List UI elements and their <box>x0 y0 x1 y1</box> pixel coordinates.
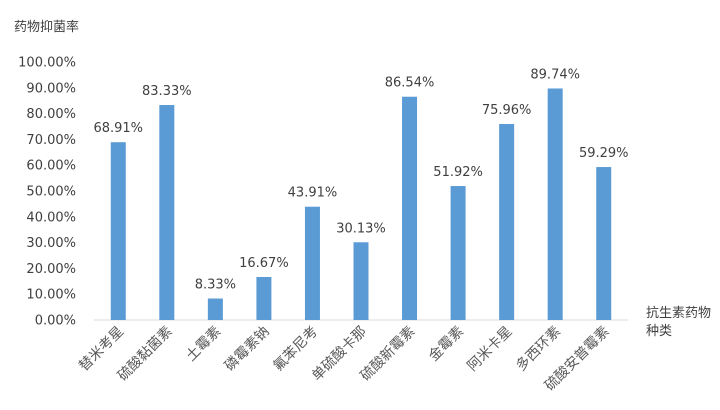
bar <box>596 167 612 320</box>
data-label: 83.33% <box>142 84 192 99</box>
bar <box>110 142 126 320</box>
data-label: 86.54% <box>385 76 435 91</box>
category-label: 多西环素 <box>512 323 564 375</box>
category-label: 金霉素 <box>426 324 467 365</box>
bar <box>256 276 272 320</box>
x-axis-title-line-2: 种类 <box>646 324 672 339</box>
data-label: 30.13% <box>336 221 386 236</box>
bar <box>353 242 369 320</box>
category-label: 磷霉素钠 <box>222 324 273 375</box>
y-tick-label: 100.00% <box>18 56 76 71</box>
y-tick-label: 0.00% <box>35 314 76 329</box>
data-label: 8.33% <box>195 278 236 293</box>
y-tick-label: 20.00% <box>26 262 76 277</box>
data-label: 89.74% <box>530 67 580 82</box>
bar <box>207 298 223 320</box>
y-tick-label: 90.00% <box>26 81 76 96</box>
y-tick-label: 30.00% <box>26 236 76 251</box>
data-label: 68.91% <box>93 121 143 136</box>
y-tick-label: 80.00% <box>26 107 76 122</box>
data-label: 59.29% <box>579 146 629 161</box>
y-tick-label: 50.00% <box>26 185 76 200</box>
x-axis-title-line-1: 抗生素药物 <box>646 306 711 321</box>
data-labels: 68.91% 83.33% 8.33%16.67% 43.91% 30.13% 86.54… <box>93 67 628 292</box>
bar <box>547 88 563 321</box>
data-label: 43.91% <box>288 186 338 201</box>
data-label: 75.96% <box>482 103 532 118</box>
y-tick-label: 60.00% <box>26 159 76 174</box>
category-label: 土霉素 <box>183 324 224 365</box>
bars <box>110 88 612 321</box>
y-tick-label: 40.00% <box>26 210 76 225</box>
data-label: 51.92% <box>433 165 483 180</box>
y-tick-label: 10.00% <box>26 288 76 303</box>
data-label: 16.67% <box>239 256 289 271</box>
category-label: 替米考星 <box>76 324 127 375</box>
y-tick-label: 70.00% <box>26 133 76 148</box>
category-label: 氟苯尼考 <box>270 323 322 375</box>
bar <box>450 186 466 320</box>
category-label: 阿米卡星 <box>465 324 516 375</box>
bar <box>499 124 515 321</box>
bar <box>159 105 175 320</box>
bar <box>402 96 418 320</box>
y-axis-title: 药物抑菌率 <box>14 19 79 35</box>
bar <box>304 206 320 320</box>
y-axis-ticks: 0.00% 10.00% 20.00% 30.00% 40.00% 50.00% 60.00… <box>18 56 76 329</box>
